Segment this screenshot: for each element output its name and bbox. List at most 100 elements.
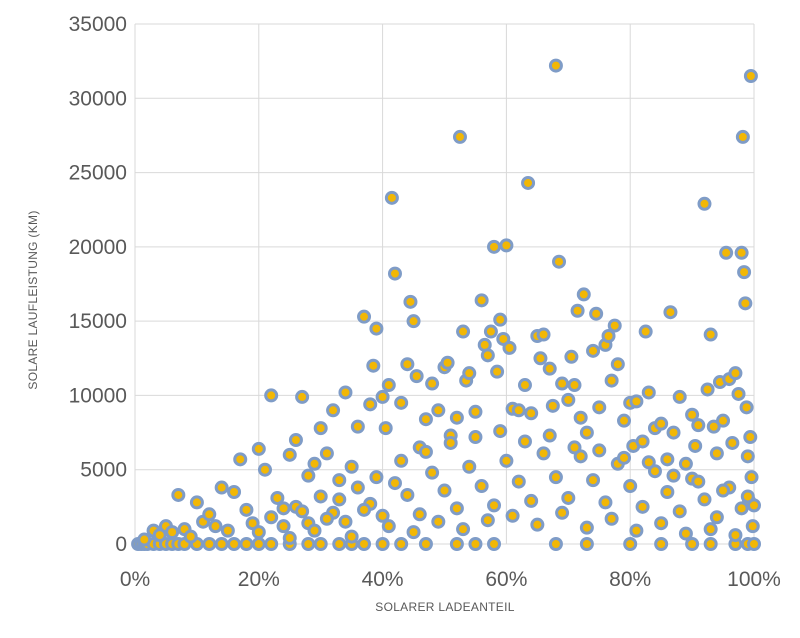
- data-point: [344, 529, 359, 544]
- data-point: [747, 498, 761, 513]
- data-point: [276, 519, 291, 534]
- data-point: [635, 499, 650, 514]
- data-point: [734, 245, 749, 260]
- x-tick-label: 40%: [362, 568, 404, 591]
- data-point: [449, 501, 464, 516]
- data-point: [716, 483, 731, 498]
- data-points: [131, 58, 761, 551]
- data-point: [688, 438, 703, 453]
- data-point: [239, 502, 254, 517]
- data-point: [418, 537, 433, 551]
- data-point: [641, 455, 656, 470]
- data-point: [654, 416, 669, 431]
- data-point: [152, 528, 167, 543]
- data-point: [745, 519, 760, 534]
- data-point: [660, 452, 675, 467]
- data-point: [592, 400, 607, 415]
- data-point: [431, 403, 446, 418]
- data-point: [214, 537, 229, 551]
- data-point: [567, 378, 582, 393]
- data-point: [589, 306, 604, 321]
- data-point: [257, 462, 272, 477]
- data-point: [251, 441, 266, 456]
- data-point: [452, 129, 467, 144]
- y-axis-tick-labels: 0 5000 10000 15000 20000 25000 30000 35000: [69, 13, 127, 556]
- data-point: [716, 413, 731, 428]
- data-point: [384, 190, 399, 205]
- data-point: [555, 505, 570, 520]
- data-point: [623, 479, 638, 494]
- data-point: [530, 517, 545, 532]
- data-point: [202, 537, 217, 551]
- data-point: [743, 430, 758, 445]
- y-tick-label: 5000: [80, 459, 127, 482]
- data-point: [685, 537, 700, 551]
- data-point: [735, 129, 750, 144]
- data-point: [740, 449, 755, 464]
- data-point: [282, 447, 297, 462]
- data-point: [617, 413, 632, 428]
- data-point: [740, 489, 755, 504]
- data-point: [183, 529, 198, 544]
- data-point: [449, 410, 464, 425]
- data-point: [552, 254, 567, 269]
- data-point: [672, 389, 687, 404]
- data-point: [165, 525, 180, 540]
- data-point: [189, 495, 204, 510]
- data-point: [295, 504, 310, 519]
- data-point: [483, 324, 498, 339]
- data-point: [474, 479, 489, 494]
- data-point: [406, 525, 421, 540]
- data-point: [511, 403, 526, 418]
- data-point: [381, 519, 396, 534]
- data-point: [604, 511, 619, 526]
- data-point: [576, 287, 591, 302]
- data-point: [233, 452, 248, 467]
- data-point: [462, 459, 477, 474]
- data-point: [709, 510, 724, 525]
- data-point: [239, 537, 254, 551]
- data-point: [468, 537, 483, 551]
- data-point: [264, 537, 279, 551]
- data-point: [678, 526, 693, 541]
- data-point: [691, 474, 706, 489]
- data-point: [282, 531, 297, 546]
- data-point: [725, 435, 740, 450]
- data-point: [586, 473, 601, 488]
- data-point: [601, 329, 616, 343]
- gridlines: [134, 23, 755, 545]
- data-point: [214, 480, 229, 495]
- data-point: [623, 537, 638, 551]
- data-point: [220, 523, 235, 538]
- data-point: [307, 523, 322, 538]
- data-point: [738, 296, 753, 311]
- data-point: [598, 495, 613, 510]
- data-point: [739, 400, 754, 415]
- data-point: [462, 366, 477, 381]
- data-point: [511, 474, 526, 489]
- data-point: [332, 537, 347, 551]
- data-point: [703, 537, 718, 551]
- data-point: [227, 485, 242, 499]
- y-tick-label: 10000: [69, 384, 127, 407]
- data-point: [412, 507, 427, 522]
- data-point: [524, 406, 539, 421]
- data-point: [456, 522, 471, 537]
- data-point: [728, 528, 743, 543]
- data-point: [264, 388, 279, 403]
- data-point: [499, 453, 514, 468]
- data-point: [573, 449, 588, 464]
- x-tick-label: 60%: [485, 568, 527, 591]
- data-point: [641, 385, 656, 400]
- data-point: [499, 238, 514, 253]
- data-point: [394, 537, 409, 551]
- data-point: [663, 305, 678, 320]
- data-point: [555, 376, 570, 391]
- data-point: [350, 480, 365, 495]
- data-point: [375, 537, 390, 551]
- data-point: [685, 407, 700, 422]
- data-point: [743, 69, 758, 83]
- data-point: [561, 490, 576, 505]
- data-point: [737, 265, 752, 280]
